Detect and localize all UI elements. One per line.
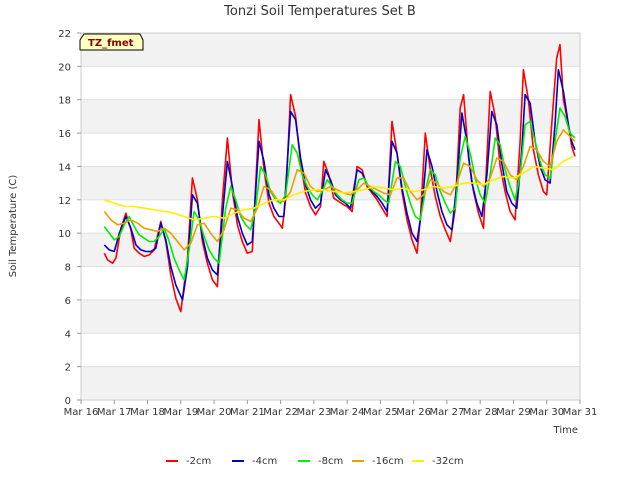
x-tick-label: Mar 28 bbox=[463, 407, 498, 418]
plot-area bbox=[80, 32, 581, 401]
grid-band bbox=[81, 333, 580, 367]
y-tick-label: 12 bbox=[58, 196, 71, 207]
x-tick-label: Mar 18 bbox=[130, 407, 165, 418]
source-badge-box bbox=[79, 33, 144, 51]
legend: -2cm -4cm -8cm -16cm -32cm bbox=[166, 456, 464, 467]
y-tick-label: 0 bbox=[65, 396, 71, 407]
y-tick-label: 4 bbox=[65, 329, 71, 340]
series-line-4cm bbox=[103, 68, 576, 301]
y-tick-label: 8 bbox=[65, 263, 71, 274]
grid-band bbox=[81, 299, 580, 334]
x-tick-label: Mar 23 bbox=[296, 407, 331, 418]
grid-band bbox=[81, 66, 580, 100]
x-tick-label: Mar 31 bbox=[563, 407, 598, 418]
legend-label: -32cm bbox=[432, 456, 464, 467]
legend-label: -16cm bbox=[372, 456, 404, 467]
series-line-8cm bbox=[103, 107, 576, 281]
grid-band bbox=[81, 99, 580, 134]
grid-band bbox=[81, 199, 580, 234]
y-tick-label: 22 bbox=[58, 29, 71, 40]
legend-label: -2cm bbox=[186, 456, 211, 467]
y-tick-label: 6 bbox=[65, 296, 71, 307]
series-lines bbox=[103, 43, 576, 313]
x-tick-label: Mar 19 bbox=[163, 407, 198, 418]
plot-background-bands bbox=[81, 33, 580, 401]
y-axis-title: Soil Temperature (C) bbox=[8, 175, 19, 278]
y-tick-label: 10 bbox=[58, 229, 71, 240]
series-line-16cm bbox=[103, 129, 576, 251]
source-badge: TZ_fmet bbox=[79, 33, 144, 51]
x-tick-label: Mar 17 bbox=[97, 407, 132, 418]
grid-band bbox=[81, 366, 580, 400]
grid-band bbox=[81, 266, 580, 300]
y-tick-label: 14 bbox=[58, 162, 71, 173]
y-axis-ticks: 0 2 4 6 8 10 12 14 16 18 20 22 bbox=[58, 29, 81, 407]
y-tick-label: 16 bbox=[58, 129, 71, 140]
chart-title: Tonzi Soil Temperatures Set B bbox=[223, 4, 416, 19]
grid-band bbox=[81, 33, 580, 67]
grid-band bbox=[81, 133, 580, 167]
x-tick-label: Mar 16 bbox=[64, 407, 99, 418]
y-tick-label: 2 bbox=[65, 363, 71, 374]
x-tick-label: Mar 30 bbox=[529, 407, 564, 418]
x-tick-label: Mar 27 bbox=[430, 407, 465, 418]
x-tick-label: Mar 20 bbox=[197, 407, 232, 418]
x-tick-label: Mar 25 bbox=[363, 407, 398, 418]
x-tick-label: Mar 29 bbox=[496, 407, 531, 418]
series-line-32cm bbox=[104, 155, 574, 221]
x-tick-label: Mar 21 bbox=[230, 407, 265, 418]
x-tick-label: Mar 24 bbox=[330, 407, 365, 418]
y-tick-label: 20 bbox=[58, 62, 71, 73]
legend-label: -4cm bbox=[252, 456, 277, 467]
legend-label: -8cm bbox=[318, 456, 343, 467]
source-badge-label: TZ_fmet bbox=[88, 38, 134, 49]
y-tick-label: 18 bbox=[58, 96, 71, 107]
x-tick-label: Mar 26 bbox=[396, 407, 431, 418]
x-tick-label: Mar 22 bbox=[263, 407, 298, 418]
grid-band bbox=[81, 233, 580, 267]
x-axis-title: Time bbox=[553, 425, 578, 436]
